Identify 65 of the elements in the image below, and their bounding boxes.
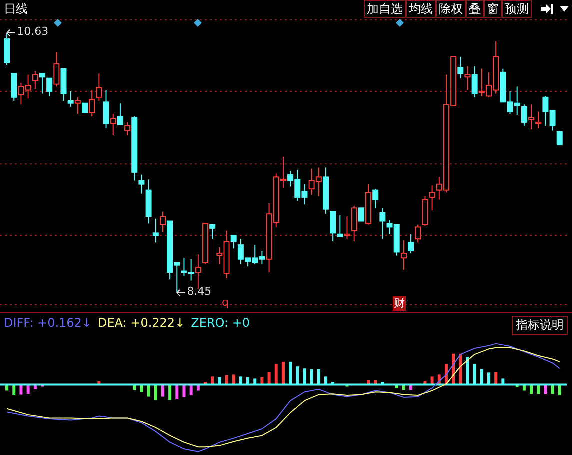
- candlestick: [117, 102, 124, 126]
- candlestick: [46, 78, 53, 97]
- bar: [190, 384, 193, 396]
- candlestick: [330, 211, 336, 242]
- candlestick: [464, 66, 471, 91]
- candlestick: [380, 208, 386, 240]
- candlestick: [160, 211, 166, 232]
- text: q: [221, 296, 230, 309]
- candlestick: [110, 114, 116, 136]
- bar: [12, 384, 16, 396]
- text: 指标说明: [512, 316, 568, 335]
- text: 均线: [406, 0, 436, 18]
- candlestick: [11, 73, 18, 102]
- text: 除权: [436, 0, 466, 18]
- bar: [558, 384, 562, 396]
- candlestick: [521, 104, 528, 126]
- candlestick: [344, 216, 350, 240]
- candlestick: [124, 122, 131, 136]
- bar: [154, 384, 158, 400]
- text: 预测: [502, 0, 532, 18]
- candlestick: [415, 224, 422, 244]
- text: 加自选: [364, 0, 406, 18]
- candlestick: [54, 52, 60, 88]
- bar: [168, 384, 172, 400]
- candlestick: [4, 32, 10, 66]
- candlestick: [103, 90, 110, 129]
- text: DEA: +0.222↓: [98, 316, 186, 330]
- bar: [20, 384, 23, 395]
- candlestick: [152, 218, 159, 244]
- bar: [282, 362, 285, 385]
- candlestick: [536, 111, 542, 129]
- bar: [147, 384, 150, 397]
- candlestick: [138, 174, 145, 194]
- ref-line-label: ZERO: +0: [191, 316, 250, 330]
- candlestick: [74, 96, 81, 115]
- candlestick: [408, 234, 414, 254]
- text: DIFF: +0.162↓: [4, 316, 92, 330]
- candlestick: [89, 90, 96, 117]
- candlestick: [337, 214, 344, 238]
- text: 窗: [484, 0, 502, 18]
- candlestick: [400, 240, 407, 271]
- candlestick: [528, 104, 535, 130]
- text: 叠: [466, 0, 484, 18]
- candlestick: [96, 73, 102, 102]
- candlestick: [351, 205, 358, 242]
- bar: [182, 384, 186, 398]
- bar: [274, 364, 278, 385]
- chart-title: 日线: [4, 1, 28, 18]
- candlestick: [68, 90, 74, 108]
- candlestick: [210, 224, 216, 240]
- candlestick: [429, 185, 436, 212]
- candlestick: [82, 102, 88, 114]
- candlestick: [556, 131, 563, 146]
- candlestick: [372, 188, 379, 209]
- candlestick: [472, 66, 478, 98]
- text: 财: [393, 296, 406, 311]
- bar: [161, 384, 164, 397]
- annotation: 10.63: [17, 25, 49, 38]
- bar: [176, 384, 179, 400]
- candlestick: [39, 73, 46, 94]
- candlestick: [32, 70, 38, 90]
- candlestick: [230, 235, 237, 250]
- candlestick: [358, 208, 364, 222]
- candlestick: [458, 56, 464, 79]
- annotation: 8.45: [187, 284, 212, 298]
